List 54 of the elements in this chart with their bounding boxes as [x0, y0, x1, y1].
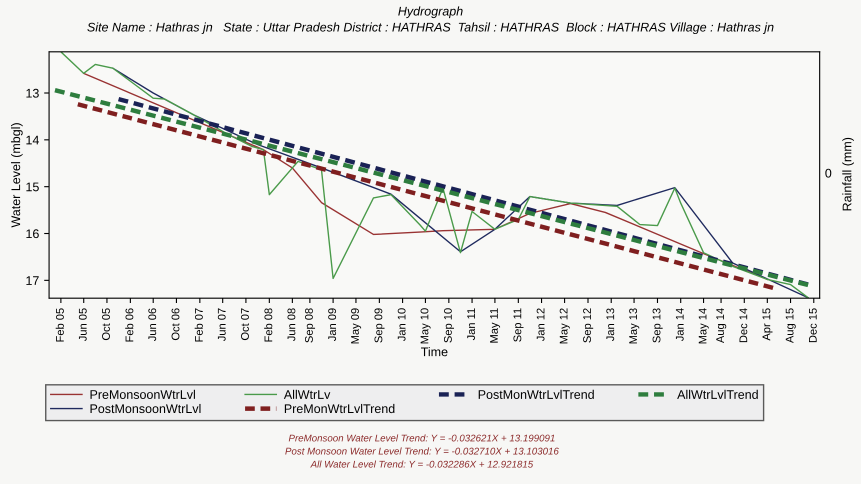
x-tick-label: Feb 08: [264, 308, 272, 342]
x-tick-label: Feb 05: [56, 308, 64, 342]
x-tick-label: Sep 08: [304, 308, 316, 343]
x-tick-label: May 09: [351, 308, 362, 344]
x-tick-label: Apr 15: [762, 308, 772, 341]
x-tick-label: Jun 07: [218, 308, 226, 342]
x-tick-label: Aug 15: [786, 308, 796, 344]
x-tick-label: Feb 06: [125, 308, 134, 342]
x-tick-label: May 12: [560, 308, 570, 344]
y-tick-label: 16: [26, 229, 39, 238]
x-tick-label: Oct 06: [172, 308, 180, 340]
x-axis-title: Time: [421, 347, 448, 356]
x-tick-label: May 10: [420, 308, 431, 344]
x-tick-label: Aug 14: [716, 308, 726, 344]
legend-label: AllWtrLv: [284, 390, 330, 399]
x-tick-label: Jun 08: [287, 308, 296, 342]
x-tick-label: Jan 10: [398, 308, 406, 342]
x-tick-label: Sep 09: [374, 308, 385, 343]
legend-label: PreMonWtrLvlTrend: [284, 404, 394, 414]
x-tick-label: May 11: [490, 308, 500, 343]
chart-title: Hydrograph: [398, 6, 463, 18]
text: Post Monsoon Water Level Trend: Y = -0.032710X + 13.103016: [285, 447, 559, 455]
x-tick-label: Feb 07: [194, 308, 203, 342]
x-tick-label: Jan 14: [676, 308, 684, 342]
text: PreMonsoon Water Level Trend: Y = -0.032621X + 13.199091: [288, 434, 554, 442]
x-tick-label: Dec 15: [809, 308, 817, 342]
x-tick-label: Sep 13: [652, 308, 663, 343]
x-tick-label: Sep 11: [513, 308, 524, 342]
x-tick-label: Sep 12: [583, 308, 594, 343]
legend-label: PreMonsoonWtrLvl: [90, 390, 195, 399]
legend-label: PostMonWtrLvlTrend: [478, 390, 594, 399]
y-tick-label: 15: [26, 182, 39, 192]
x-tick-label: Sep 10: [444, 308, 454, 343]
text: 0: [825, 168, 832, 178]
y-tick-label: 13: [26, 88, 39, 98]
text: All Water Level Trend: Y = -0.032286X + 12.921815: [310, 460, 534, 468]
chart-subtitle: Site Name : Hathras jn State : Uttar Pradesh District : HATHRAS Tahsil : HATHRAS Block : HATHRAS Village : Hathras jn: [87, 22, 774, 34]
x-tick-label: Jun 06: [148, 308, 156, 342]
y-tick-label: 14: [26, 136, 39, 144]
legend-label: AllWtrLvlTrend: [677, 390, 758, 399]
legend-label: PostMonsoonWtrLvl: [90, 404, 201, 414]
x-tick-label: Dec 14: [740, 308, 748, 342]
x-tick-label: Oct 05: [102, 308, 110, 340]
y-tick-label: 17: [26, 276, 39, 285]
x-tick-label: May 14: [698, 308, 709, 344]
x-tick-label: Jan 11: [467, 308, 476, 340]
x-tick-label: May 13: [629, 308, 640, 344]
x-tick-label: Oct 07: [241, 308, 249, 340]
y2-axis-title: Rainfall (mm): [842, 138, 854, 210]
y-axis-title: Water Level (mbgl): [11, 123, 23, 228]
x-tick-label: Jun 05: [78, 308, 87, 342]
x-tick-label: Jan 09: [328, 308, 336, 342]
x-tick-label: Jan 12: [536, 308, 545, 342]
x-tick-label: Jan 13: [606, 308, 614, 342]
